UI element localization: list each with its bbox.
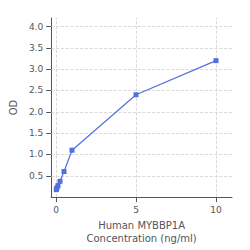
svg-text:3.5: 3.5 <box>29 43 43 53</box>
svg-text:0: 0 <box>53 205 59 215</box>
svg-text:Human MYBBP1A: Human MYBBP1A <box>98 220 185 231</box>
svg-text:5: 5 <box>133 205 139 215</box>
svg-text:10: 10 <box>210 205 222 215</box>
svg-text:4.0: 4.0 <box>29 22 44 32</box>
svg-text:2.0: 2.0 <box>29 107 44 117</box>
svg-text:1.0: 1.0 <box>29 149 44 159</box>
svg-text:3.0: 3.0 <box>29 64 44 74</box>
svg-text:0.5: 0.5 <box>29 171 43 181</box>
svg-text:OD: OD <box>8 99 19 115</box>
svg-text:Concentration (ng/ml): Concentration (ng/ml) <box>86 233 196 244</box>
svg-text:2.5: 2.5 <box>29 85 43 95</box>
svg-text:1.5: 1.5 <box>29 128 43 138</box>
